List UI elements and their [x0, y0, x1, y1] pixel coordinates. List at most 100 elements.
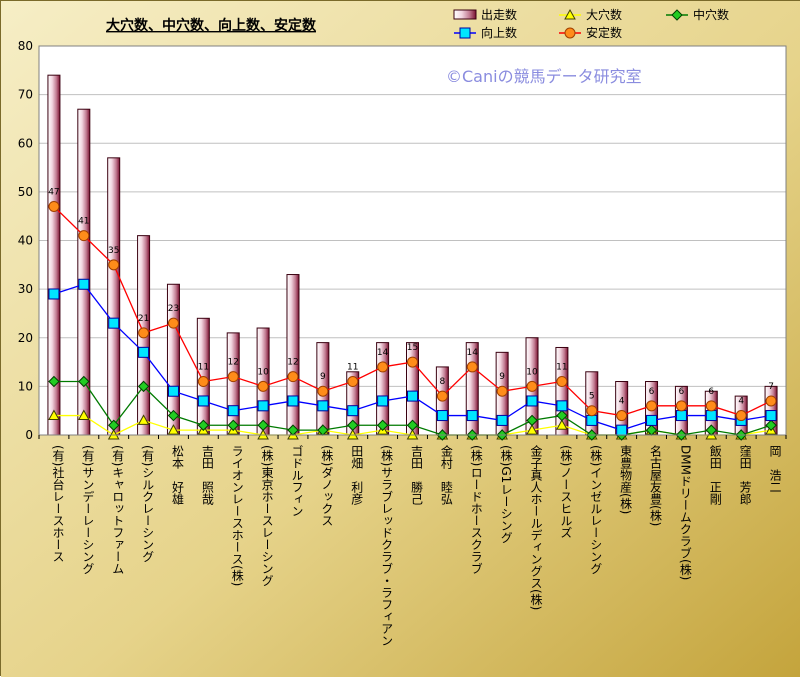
legend-label: 大穴数: [586, 7, 622, 22]
watermark-text: ©Caniの競馬データ研究室: [446, 67, 642, 86]
legend-marker: [459, 27, 471, 39]
category-label: 吉田 勝己: [410, 445, 424, 505]
square-marker: [197, 395, 209, 407]
triangle-marker: [77, 409, 90, 421]
square-marker: [526, 395, 538, 407]
circle-marker: [78, 230, 90, 242]
triangle-marker: [167, 424, 180, 435]
square-marker: [675, 410, 687, 422]
legend-item: 中穴数: [666, 7, 729, 22]
category-label: (有)社台レースホース: [51, 445, 65, 562]
diamond-marker: [197, 419, 210, 431]
plot-border: [38, 45, 787, 436]
circle-marker: [466, 361, 478, 373]
circle-marker: [257, 380, 269, 392]
category-label: 岡 浩二: [768, 445, 782, 493]
data-label: 23: [168, 304, 179, 314]
triangle-marker: [526, 424, 538, 435]
data-label: 11: [347, 363, 358, 373]
square-marker: [407, 390, 418, 402]
square-marker: [705, 410, 717, 422]
category-label: 東豊物産(株): [619, 445, 633, 515]
data-label: 14: [377, 348, 389, 358]
square-marker: [466, 410, 478, 422]
circle-marker: [377, 361, 389, 373]
legend-item: 大穴数: [559, 7, 622, 22]
y-tick-label: 30: [18, 282, 33, 296]
diamond-marker: [48, 375, 60, 388]
square-marker: [167, 385, 179, 397]
category-label: (有)シルクレーシング: [141, 445, 155, 562]
circle-marker: [675, 400, 687, 412]
category-label: ライオンレースホース(株): [230, 445, 244, 586]
category-label: 田畑 利彦: [350, 445, 364, 506]
square-marker: [347, 405, 359, 417]
triangle-marker: [48, 409, 60, 421]
circle-marker: [586, 405, 598, 417]
square-marker: [48, 288, 60, 300]
category-label: 金村 睦弘: [439, 444, 453, 505]
data-label: 4: [738, 397, 744, 407]
diamond-marker: [167, 409, 180, 422]
data-label: 21: [138, 314, 149, 324]
gridlines: [39, 45, 786, 436]
data-label: 10: [257, 367, 269, 377]
circle-marker: [138, 327, 150, 339]
category-label: (有)サンデーレーシング: [81, 445, 95, 574]
square-marker: [317, 400, 329, 412]
square-marker: [586, 414, 598, 426]
category-label: (株)ノースヒルズ: [559, 445, 573, 538]
chart-title: 大穴数、中穴数、向上数、安定数: [106, 17, 317, 34]
circle-marker: [48, 200, 60, 212]
diamond-marker: [556, 409, 568, 422]
y-tick-label: 20: [18, 331, 33, 345]
triangle-marker: [137, 414, 150, 425]
circle-marker: [705, 400, 717, 412]
category-labels: (有)社台レースホース (有)サンデーレーシング (有)キャロットファーム (有)シル…: [51, 444, 782, 647]
legend-marker: [564, 27, 576, 39]
legend-label: 向上数: [481, 25, 517, 40]
circle-marker: [287, 371, 299, 383]
category-label: DMMドリームクラブ(株): [678, 445, 692, 580]
data-label: 6: [679, 387, 685, 397]
circle-marker: [167, 317, 179, 329]
circle-marker: [317, 385, 329, 397]
category-label: ゴドルフィン: [290, 444, 304, 517]
bar-mark: [286, 274, 300, 436]
data-label: 35: [108, 246, 119, 256]
diamond-marker: [376, 419, 389, 431]
category-label: (株)ロードホースクラブ: [469, 445, 483, 574]
category-label: 名古屋友豊(株): [649, 444, 663, 527]
diamond-marker: [406, 419, 419, 431]
data-label: 9: [320, 372, 326, 382]
y-tick-label: 0: [25, 428, 33, 442]
data-label: 11: [198, 363, 209, 373]
diamond-marker: [137, 380, 150, 393]
circle-marker: [646, 400, 658, 412]
triangle-marker: [556, 419, 568, 430]
square-marker: [496, 414, 508, 426]
y-tick-label: 50: [18, 185, 33, 199]
y-tick-label: 10: [18, 379, 33, 393]
diamond-marker: [347, 419, 359, 431]
y-tick-label: 40: [18, 234, 33, 248]
circle-marker: [197, 376, 209, 388]
circle-marker: [526, 380, 538, 392]
data-label: 47: [48, 187, 59, 197]
y-tick-label: 60: [18, 136, 33, 150]
circle-marker: [108, 259, 120, 271]
legend-label: 出走数: [481, 7, 517, 22]
diamond-marker: [526, 414, 538, 427]
circle-marker: [347, 376, 359, 388]
data-label: 10: [526, 367, 538, 377]
circle-marker: [556, 376, 568, 388]
diamond-marker: [227, 419, 239, 431]
square-marker: [257, 400, 269, 412]
data-label: 14: [467, 348, 479, 358]
square-marker: [138, 346, 150, 358]
legend-marker: [671, 9, 683, 21]
bar-mark: [107, 157, 121, 436]
